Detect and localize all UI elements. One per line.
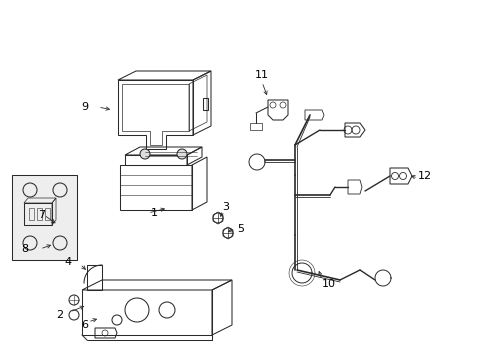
Circle shape: [140, 149, 150, 159]
Text: 8: 8: [21, 244, 28, 254]
Text: 5: 5: [237, 224, 244, 234]
Text: 3: 3: [222, 202, 228, 212]
Text: 2: 2: [56, 310, 63, 320]
Bar: [37, 208, 42, 220]
Bar: [29, 208, 34, 220]
Text: 7: 7: [38, 210, 45, 220]
Text: 11: 11: [254, 70, 268, 80]
Text: 12: 12: [417, 171, 431, 181]
Text: 10: 10: [321, 279, 335, 289]
Text: 1: 1: [151, 208, 158, 218]
Bar: [45, 208, 50, 220]
Circle shape: [177, 149, 186, 159]
Bar: [203, 98, 207, 110]
Text: 9: 9: [81, 102, 88, 112]
Text: 6: 6: [81, 320, 88, 330]
Text: 4: 4: [65, 257, 72, 267]
Bar: [12, 175, 77, 260]
